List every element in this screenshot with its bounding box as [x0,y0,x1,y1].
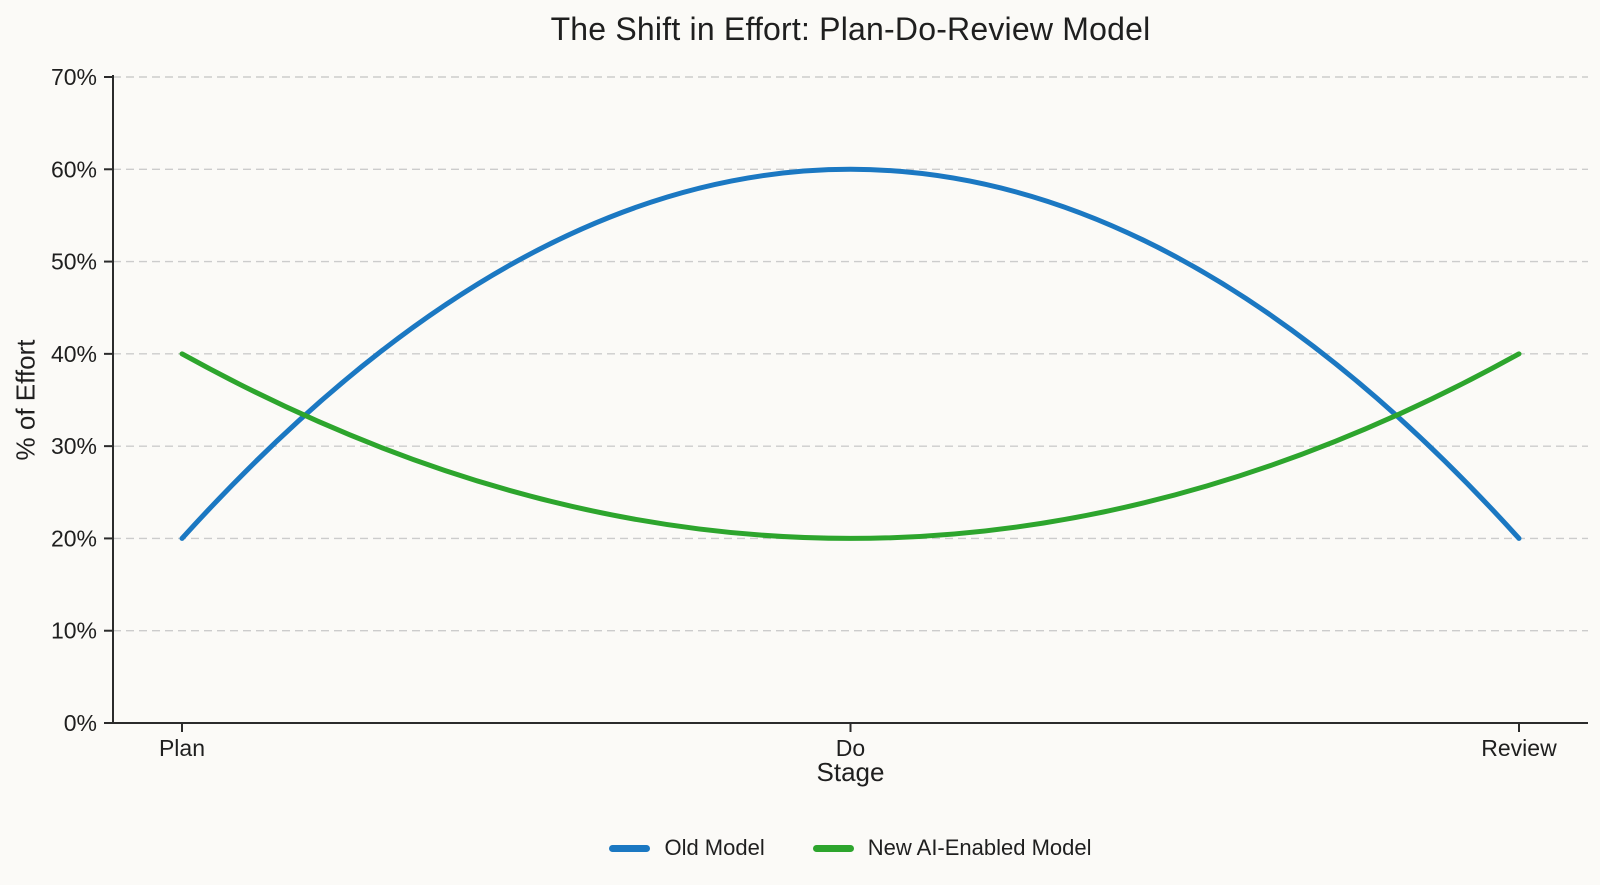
legend: Old Model New AI-Enabled Model [113,832,1588,864]
y-tick-label: 40% [51,341,97,367]
y-tick-label: 60% [51,156,97,182]
old-model-curve [179,166,1522,541]
legend-swatch-new-ai-enabled-model [812,844,854,852]
y-tick-label: 70% [51,64,97,90]
plot-area: 0% 10% 20% 30% 40% 50% 60% 70% Plan Do Review [51,64,1588,761]
x-tick-label-do: Do [836,735,865,761]
y-tick-label: 20% [51,525,97,551]
chart-title: The Shift in Effort: Plan-Do-Review Mode… [550,11,1151,47]
x-tick-label-plan: Plan [159,735,205,761]
new-ai-enabled-model-curve [179,351,1522,541]
legend-swatch-old-model [609,844,651,852]
x-axis-label: Stage [816,757,885,787]
y-tick-label: 0% [64,710,97,736]
x-tick-label-review: Review [1481,735,1557,761]
legend-item-old-model: Old Model [609,835,765,861]
y-tick-label: 50% [51,249,97,275]
legend-label-old-model: Old Model [664,835,765,860]
y-tick-label: 30% [51,433,97,459]
legend-item-new-ai-enabled-model: New AI-Enabled Model [812,835,1092,861]
legend-label-new-ai-enabled-model: New AI-Enabled Model [867,835,1092,860]
y-tick-label: 10% [51,618,97,644]
